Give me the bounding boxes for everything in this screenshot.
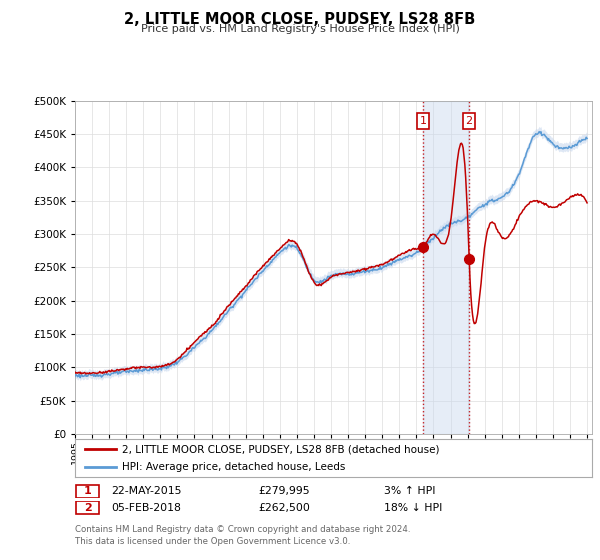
Text: 1: 1: [419, 116, 427, 126]
Text: Contains HM Land Registry data © Crown copyright and database right 2024.
This d: Contains HM Land Registry data © Crown c…: [75, 525, 410, 546]
Text: Price paid vs. HM Land Registry's House Price Index (HPI): Price paid vs. HM Land Registry's House …: [140, 24, 460, 34]
Text: 18% ↓ HPI: 18% ↓ HPI: [384, 503, 442, 513]
Text: 1: 1: [84, 486, 91, 496]
Text: 2, LITTLE MOOR CLOSE, PUDSEY, LS28 8FB: 2, LITTLE MOOR CLOSE, PUDSEY, LS28 8FB: [124, 12, 476, 27]
Text: £262,500: £262,500: [258, 503, 310, 513]
Text: 2, LITTLE MOOR CLOSE, PUDSEY, LS28 8FB (detached house): 2, LITTLE MOOR CLOSE, PUDSEY, LS28 8FB (…: [122, 444, 439, 454]
Bar: [423, 101, 469, 434]
Text: 2: 2: [84, 503, 91, 513]
Text: 22-MAY-2015: 22-MAY-2015: [111, 486, 182, 496]
FancyBboxPatch shape: [76, 501, 99, 515]
Text: HPI: Average price, detached house, Leeds: HPI: Average price, detached house, Leed…: [122, 462, 345, 472]
Text: 05-FEB-2018: 05-FEB-2018: [111, 503, 181, 513]
Text: 2: 2: [466, 116, 473, 126]
Text: 3% ↑ HPI: 3% ↑ HPI: [384, 486, 436, 496]
FancyBboxPatch shape: [76, 484, 99, 498]
Text: £279,995: £279,995: [258, 486, 310, 496]
